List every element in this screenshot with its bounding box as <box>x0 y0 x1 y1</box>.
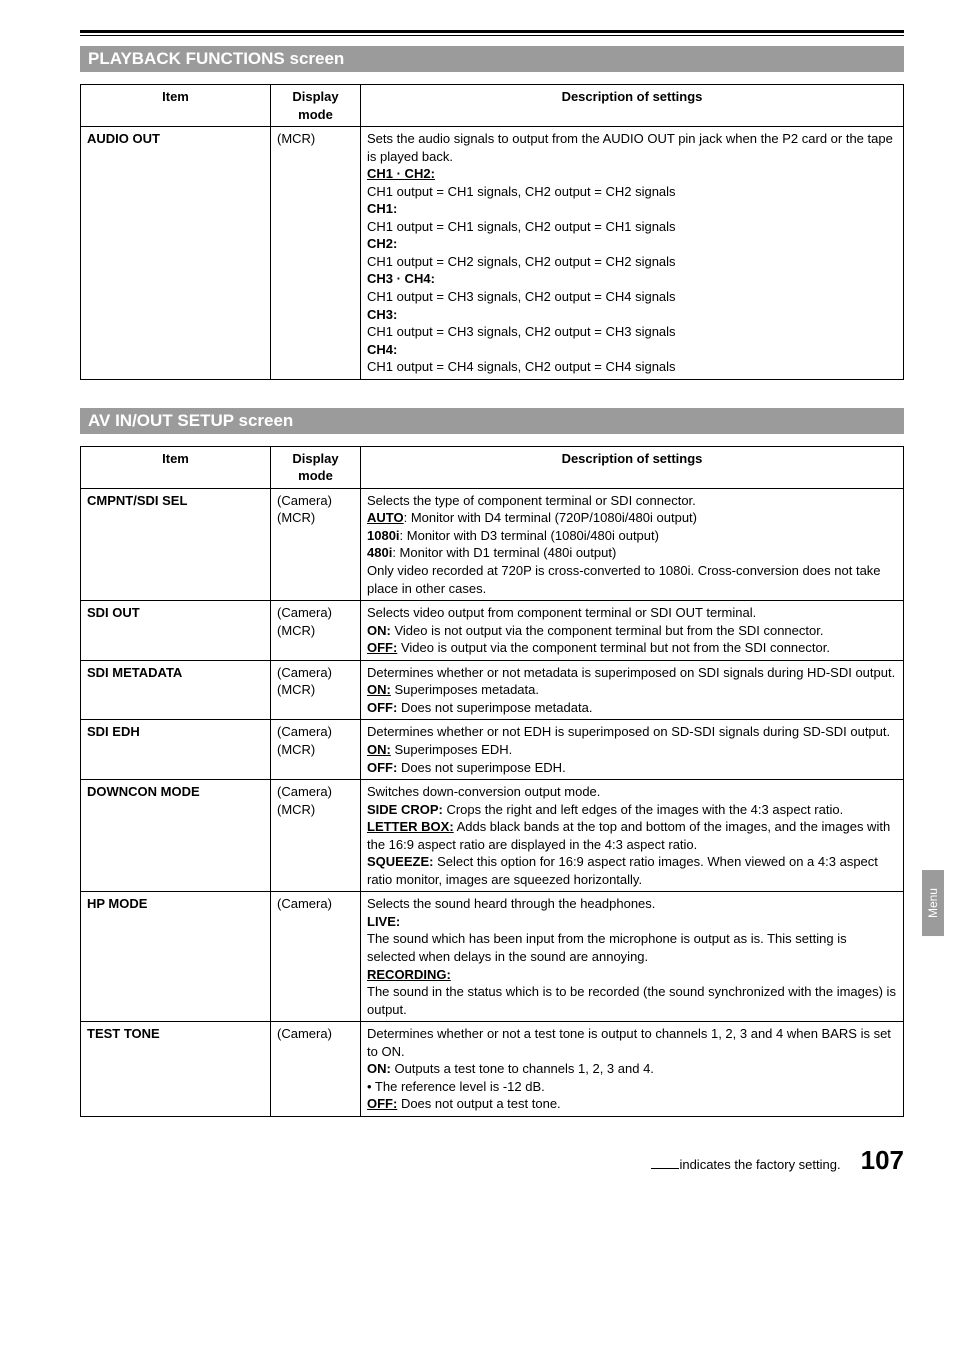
table-row: CMPNT/SDI SEL(Camera) (MCR)Selects the t… <box>81 488 904 600</box>
mode-cell: (Camera) (MCR) <box>271 720 361 780</box>
footer: indicates the factory setting. 107 <box>80 1145 904 1176</box>
col-desc: Description of settings <box>361 446 904 488</box>
settings-table: ItemDisplay modeDescription of settingsC… <box>80 446 904 1117</box>
col-item: Item <box>81 446 271 488</box>
table-row: AUDIO OUT(MCR)Sets the audio signals to … <box>81 127 904 380</box>
table-row: DOWNCON MODE(Camera) (MCR)Switches down-… <box>81 780 904 892</box>
section-header: AV IN/OUT SETUP screen <box>80 408 904 434</box>
mode-cell: (Camera) <box>271 892 361 1022</box>
desc-cell: Determines whether or not a test tone is… <box>361 1022 904 1117</box>
col-desc: Description of settings <box>361 85 904 127</box>
mode-cell: (Camera) (MCR) <box>271 660 361 720</box>
mode-cell: (Camera) (MCR) <box>271 601 361 661</box>
item-cell: SDI OUT <box>81 601 271 661</box>
item-cell: CMPNT/SDI SEL <box>81 488 271 600</box>
col-mode: Display mode <box>271 85 361 127</box>
item-cell: TEST TONE <box>81 1022 271 1117</box>
page-number: 107 <box>861 1145 904 1176</box>
mode-cell: (Camera) <box>271 1022 361 1117</box>
top-rule <box>80 30 904 36</box>
item-cell: AUDIO OUT <box>81 127 271 380</box>
desc-cell: Selects video output from component term… <box>361 601 904 661</box>
settings-table: ItemDisplay modeDescription of settingsA… <box>80 84 904 380</box>
mode-cell: (Camera) (MCR) <box>271 488 361 600</box>
factory-note-text: indicates the factory setting. <box>679 1157 840 1172</box>
col-item: Item <box>81 85 271 127</box>
mode-cell: (Camera) (MCR) <box>271 780 361 892</box>
desc-cell: Selects the type of component terminal o… <box>361 488 904 600</box>
table-row: SDI METADATA(Camera) (MCR)Determines whe… <box>81 660 904 720</box>
underline-gap <box>651 1168 679 1169</box>
section-header: PLAYBACK FUNCTIONS screen <box>80 46 904 72</box>
col-mode: Display mode <box>271 446 361 488</box>
factory-note: indicates the factory setting. <box>651 1157 840 1172</box>
table-row: HP MODE(Camera)Selects the sound heard t… <box>81 892 904 1022</box>
desc-cell: Sets the audio signals to output from th… <box>361 127 904 380</box>
desc-cell: Determines whether or not EDH is superim… <box>361 720 904 780</box>
item-cell: HP MODE <box>81 892 271 1022</box>
mode-cell: (MCR) <box>271 127 361 380</box>
desc-cell: Selects the sound heard through the head… <box>361 892 904 1022</box>
item-cell: SDI METADATA <box>81 660 271 720</box>
desc-cell: Determines whether or not metadata is su… <box>361 660 904 720</box>
desc-cell: Switches down-conversion output mode.SID… <box>361 780 904 892</box>
table-row: SDI EDH(Camera) (MCR)Determines whether … <box>81 720 904 780</box>
item-cell: DOWNCON MODE <box>81 780 271 892</box>
table-row: SDI OUT(Camera) (MCR)Selects video outpu… <box>81 601 904 661</box>
table-row: TEST TONE(Camera)Determines whether or n… <box>81 1022 904 1117</box>
side-tab-menu: Menu <box>922 870 944 936</box>
item-cell: SDI EDH <box>81 720 271 780</box>
